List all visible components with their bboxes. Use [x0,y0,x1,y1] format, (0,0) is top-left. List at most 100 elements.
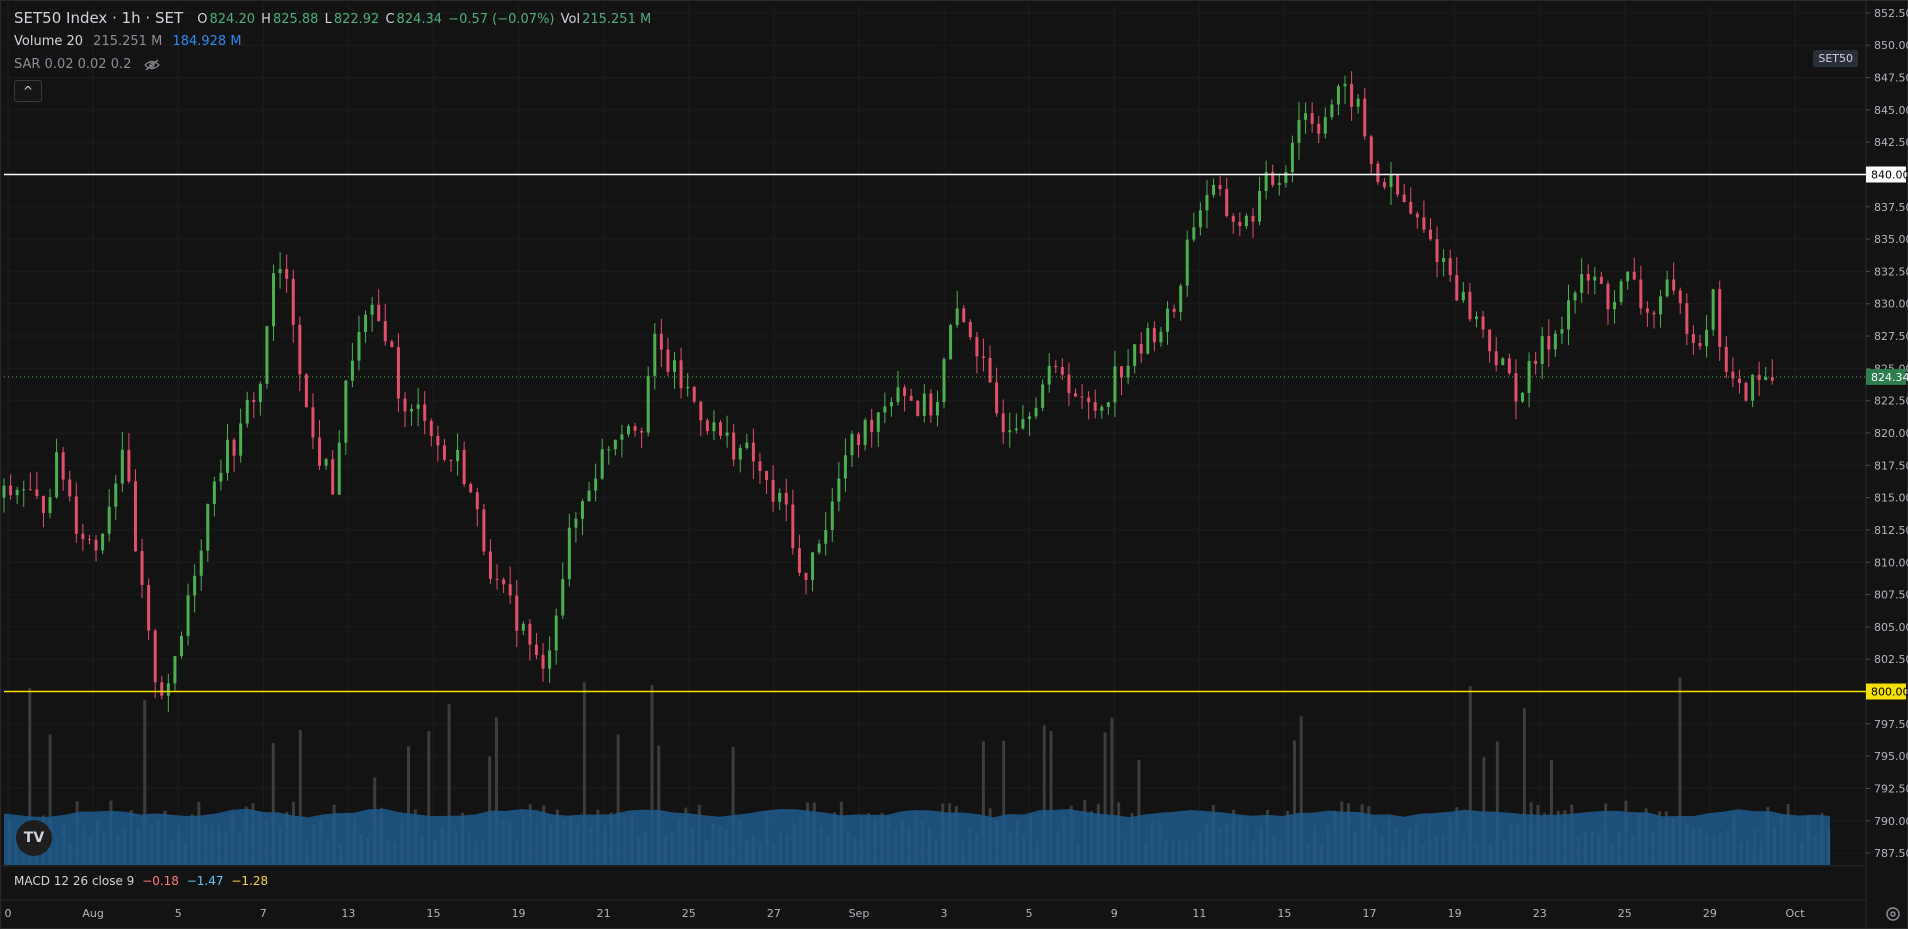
macd-legend[interactable]: MACD 12 26 close 9 −0.18 −1.47 −1.28 [14,874,268,888]
candle-body [1757,374,1761,381]
candle-body [870,419,874,432]
y-tick-label: 787.50 [1874,847,1908,860]
candle-body [949,325,953,360]
candle-body [1225,189,1229,217]
hidden-eye-icon[interactable] [143,59,160,71]
candle-body [1731,371,1735,379]
candle-body [107,506,111,534]
candle-body [580,501,584,519]
candle-body [1547,336,1551,350]
symbol-title[interactable]: SET50 Index · 1h · SET [14,9,184,27]
candle-body [127,449,131,482]
candle-body [1402,194,1406,203]
candle-body [1494,351,1498,366]
candle-body [186,595,190,637]
candle-body [1001,413,1005,433]
candle-body [1192,227,1196,240]
y-tick-label: 820.00 [1874,427,1908,440]
candle-body [1428,229,1432,240]
candle-body [850,433,854,456]
x-tick-label: 0 [5,907,12,920]
x-tick-label: 3 [941,907,948,920]
settings-gear-icon[interactable] [1882,903,1904,925]
candle-body [1185,239,1189,286]
x-tick-label: 5 [175,907,182,920]
candle-body [975,337,979,357]
candle-body [778,492,782,502]
candle-body [528,623,532,645]
candle-body [521,623,525,631]
candle-body [587,490,591,502]
x-tick-label: 19 [512,907,526,920]
x-tick-label: 21 [597,907,611,920]
macd-histogram-value: −1.28 [231,874,269,888]
volume-bar [1482,757,1486,865]
candle-body [561,579,565,616]
y-tick-label: 810.00 [1874,556,1908,569]
candle-body [1317,123,1321,134]
volume-legend[interactable]: Volume 20 215.251 M 184.928 M [14,34,244,49]
candle-body [1027,416,1031,420]
volume-bar [488,756,492,865]
sar-legend[interactable]: SAR 0.02 0.02 0.2 [14,57,160,72]
candle-body [824,530,828,544]
candle-body [199,550,203,576]
candle-body [541,654,545,669]
candle-body [679,360,683,389]
candle-body [502,579,506,585]
candle-body [462,449,466,485]
candle-body [160,682,164,696]
vol-value: 215.251 M [582,12,652,27]
candle-body [876,412,880,432]
price-legend: SET50 Index · 1h · SET O 824.20 H 825.88 L… [14,9,653,27]
open-label: O [197,12,208,27]
tradingview-logo[interactable]: TV [16,820,52,856]
candle-body [1073,393,1077,397]
x-tick-label: Aug [82,907,103,920]
candle-body [548,650,552,669]
candle-body [61,452,65,480]
volume-bar [1495,741,1499,865]
candle-body [245,400,249,424]
candle-body [1284,172,1288,183]
candle-body [771,479,775,502]
candle-body [258,383,262,403]
y-tick-label: 795.00 [1874,750,1908,763]
candle-body [226,439,230,473]
candle-body [1534,361,1538,365]
candle-body [140,551,144,585]
candle-body [508,584,512,596]
volume-bar [1468,686,1472,865]
sar-title: SAR 0.02 0.02 0.2 [14,57,132,72]
candle-body [133,481,137,552]
candle-body [1382,182,1386,188]
candle-body [153,630,157,683]
y-tick-label: 830.00 [1874,298,1908,311]
candle-body [1350,83,1354,107]
candle-body [1461,291,1465,301]
x-tick-label: 27 [767,907,781,920]
candle-body [653,333,657,376]
candle-body [1310,113,1314,124]
candle-body [193,575,197,596]
candle-body [640,430,644,433]
candle-body [1231,216,1235,222]
candle-body [469,484,473,493]
candle-body [1586,274,1590,281]
candle-body [830,501,834,531]
candle-body [1218,184,1222,190]
candle-body [68,479,72,497]
x-tick-label: Sep [849,907,870,920]
candle-body [35,489,39,496]
candle-body [1336,86,1340,105]
candle-body [1067,374,1071,394]
candle-body [666,349,670,372]
candle-body [922,393,926,416]
candle-body [1106,402,1110,407]
candle-body [1567,300,1571,330]
volume-bar [1103,732,1107,865]
candle-body [55,452,59,498]
collapse-legend-button[interactable]: ^ [14,80,42,102]
